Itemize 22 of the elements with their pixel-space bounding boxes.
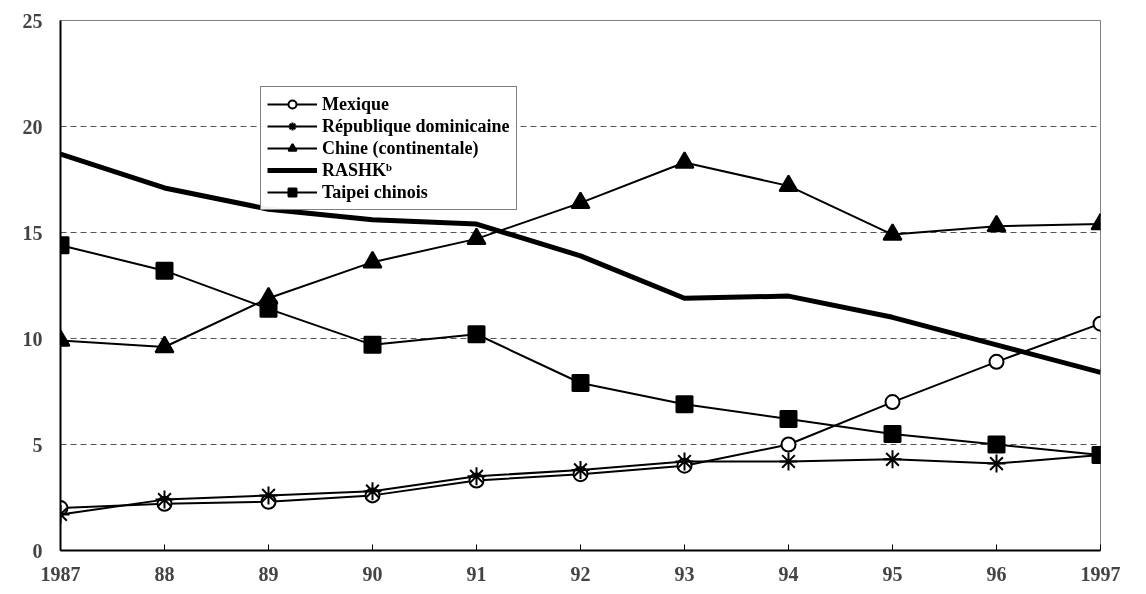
- legend-label: Taipei chinois: [322, 181, 428, 203]
- legend-label: République dominicaine: [322, 115, 510, 137]
- x-tick-label: 95: [882, 562, 903, 585]
- legend-label: RASHKᵇ: [322, 159, 392, 181]
- y-tick-label: 0: [32, 539, 43, 562]
- x-tick-label: 89: [258, 562, 279, 585]
- x-tick-label: 91: [466, 562, 487, 585]
- legend-label: Chine (continentale): [322, 137, 479, 159]
- legend-label: Mexique: [322, 93, 389, 115]
- y-tick-label: 15: [22, 221, 43, 244]
- y-tick-label: 20: [22, 115, 43, 138]
- x-tick-label: 88: [154, 562, 175, 585]
- y-tick-label: 10: [22, 327, 43, 350]
- x-tick-label: 92: [570, 562, 591, 585]
- x-tick-label: 93: [674, 562, 695, 585]
- x-tick-label: 1987: [40, 562, 81, 585]
- x-tick-label: 94: [778, 562, 799, 585]
- y-tick-label: 25: [22, 9, 43, 32]
- y-tick-label: 5: [32, 433, 43, 456]
- x-tick-label: 90: [362, 562, 383, 585]
- x-tick-label: 96: [986, 562, 1007, 585]
- x-tick-label: 1997: [1080, 562, 1121, 585]
